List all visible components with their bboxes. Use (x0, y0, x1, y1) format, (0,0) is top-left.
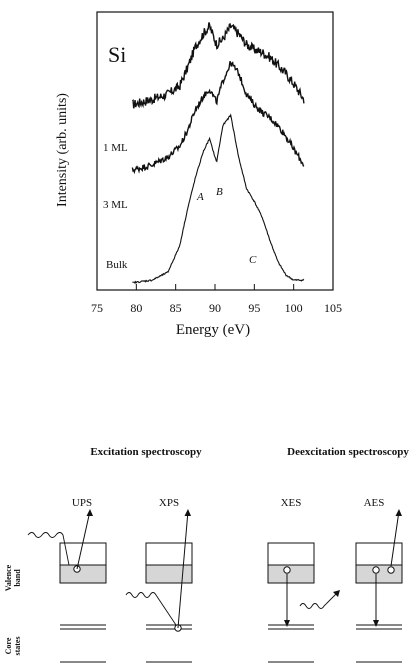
annotation-a: A (196, 191, 204, 203)
aes-emitted-arrowhead (395, 509, 402, 516)
aes-empty-band (355, 542, 403, 566)
x-tick-label-75: 75 (91, 301, 103, 315)
core-label-line1: Core (4, 637, 13, 654)
series-line-1-ml (131, 22, 305, 109)
plot-frame (96, 11, 334, 291)
x-tick-label-80: 80 (130, 301, 142, 315)
xes-photon-wave (299, 591, 339, 609)
aes-electron-arrow (390, 510, 400, 567)
panel-label-aes: AES (364, 497, 385, 509)
ups-arrowhead (86, 509, 93, 516)
x-tick-label-85: 85 (170, 301, 182, 315)
x-ticks: 75 80 85 90 95 100 105 (91, 284, 342, 315)
xes-empty-band (267, 542, 315, 566)
ups-panel (27, 509, 107, 663)
x-tick-label-100: 100 (285, 301, 303, 315)
valence-label-line2: band (13, 569, 22, 587)
x-axis-label: Energy (eV) (176, 322, 250, 338)
xps-panel (125, 509, 193, 663)
panel-label-xps: XPS (159, 497, 179, 509)
aes-panel (355, 509, 403, 663)
aes-electron-2 (387, 566, 395, 574)
xps-electron-arrow (177, 510, 189, 629)
xps-valence-band (145, 564, 193, 584)
ups-photon-wave (27, 532, 70, 566)
aes-valence-band (355, 564, 403, 584)
spectrum-chart: Si Intensity (arb. units) Energy (eV) 75… (55, 11, 342, 338)
ups-valence-band (59, 564, 107, 584)
panel-label-ups: UPS (72, 497, 92, 509)
ups-electron-arrow (76, 510, 91, 570)
annotation-c: C (249, 254, 257, 266)
series-label-3ml: 3 ML (103, 199, 128, 211)
aes-electron-1 (372, 566, 380, 574)
core-label-line2: states (13, 636, 22, 655)
y-axis-label: Intensity (arb. units) (55, 93, 70, 207)
element-label: Si (108, 42, 126, 67)
panel-label-xes: XES (281, 497, 302, 509)
series-line-bulk (132, 113, 305, 285)
xps-photon-wave (125, 592, 177, 626)
series-label-1ml: 1 ML (103, 142, 128, 154)
aes-arrowhead (373, 620, 379, 627)
spectroscopy-diagram: Excitation spectroscopy Deexcitation spe… (4, 446, 409, 663)
xes-valence-band (267, 564, 315, 584)
xes-electron (283, 566, 291, 574)
x-tick-label-90: 90 (209, 301, 221, 315)
annotation-b: B (216, 186, 223, 198)
series-line-3-ml (131, 60, 305, 175)
deexcitation-title: Deexcitation spectroscopy (287, 446, 409, 458)
xes-arrowhead (284, 620, 290, 627)
excitation-title: Excitation spectroscopy (90, 446, 202, 458)
xes-panel (267, 542, 340, 663)
x-tick-label-95: 95 (248, 301, 260, 315)
x-tick-label-105: 105 (324, 301, 342, 315)
series-label-bulk: Bulk (106, 259, 128, 271)
series-layer (131, 22, 305, 285)
xes-photon-arrowhead (333, 590, 340, 597)
valence-label-line1: Valence (4, 564, 13, 591)
xps-arrowhead (184, 509, 191, 516)
